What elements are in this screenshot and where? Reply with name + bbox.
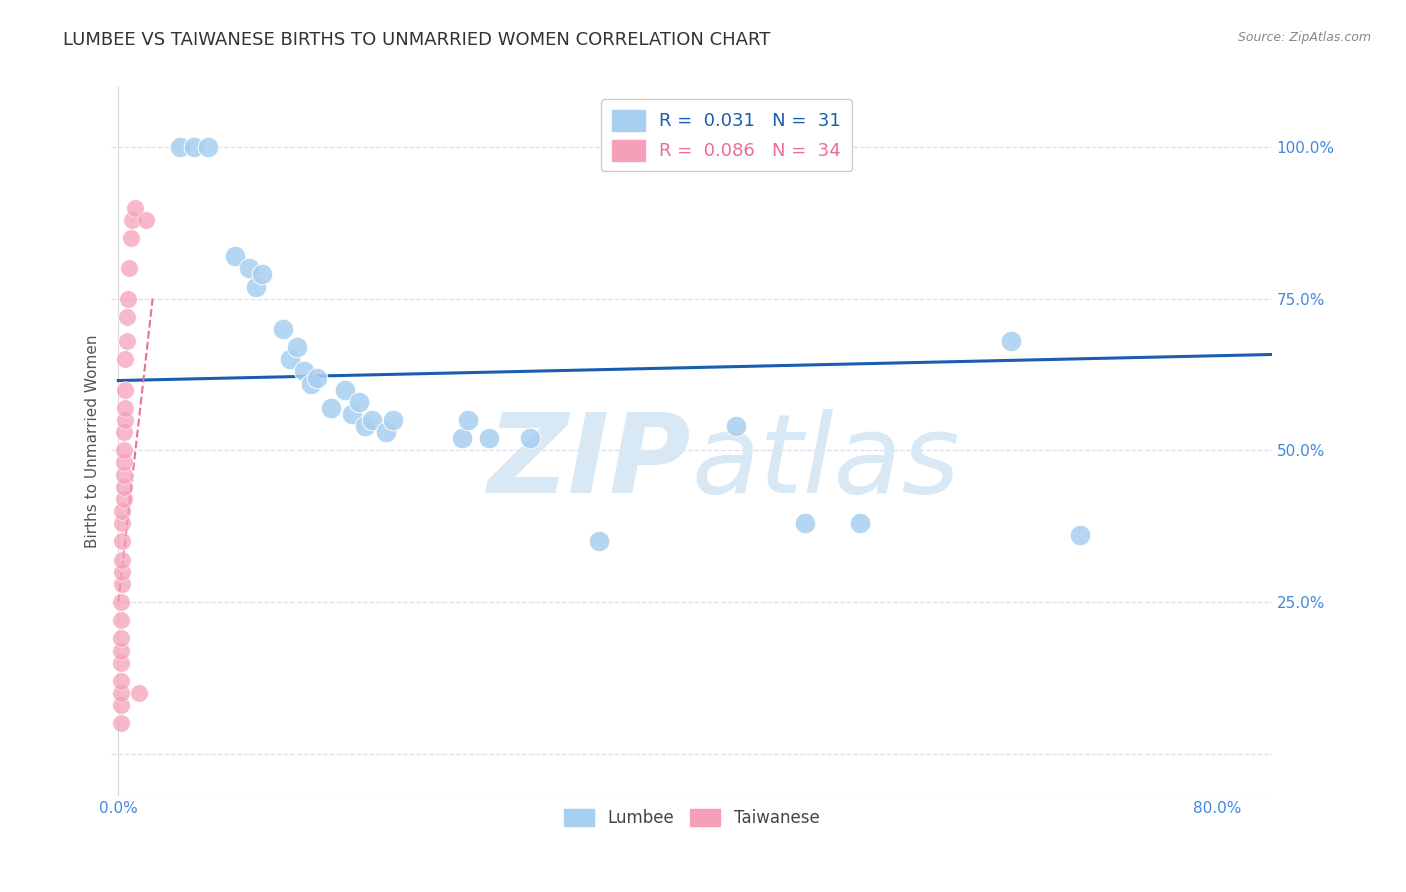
Point xyxy=(112,425,135,439)
Point xyxy=(354,419,377,434)
Point xyxy=(252,268,274,282)
Point xyxy=(1000,334,1022,348)
Point xyxy=(457,413,479,427)
Point xyxy=(135,212,157,227)
Point xyxy=(112,467,135,482)
Point xyxy=(114,413,136,427)
Point xyxy=(381,413,404,427)
Point xyxy=(118,261,141,276)
Point xyxy=(361,413,384,427)
Point xyxy=(111,504,134,518)
Point xyxy=(112,480,135,494)
Text: LUMBEE VS TAIWANESE BIRTHS TO UNMARRIED WOMEN CORRELATION CHART: LUMBEE VS TAIWANESE BIRTHS TO UNMARRIED … xyxy=(63,31,770,49)
Point xyxy=(111,565,134,579)
Point xyxy=(588,534,610,549)
Point xyxy=(307,370,329,384)
Point xyxy=(519,431,541,445)
Point xyxy=(183,140,205,154)
Point xyxy=(115,334,138,348)
Point xyxy=(169,140,191,154)
Point xyxy=(114,401,136,415)
Text: ZIP: ZIP xyxy=(488,409,692,516)
Point xyxy=(299,376,322,391)
Point xyxy=(110,613,132,627)
Legend: Lumbee, Taiwanese: Lumbee, Taiwanese xyxy=(557,803,827,834)
Point xyxy=(110,698,132,712)
Point xyxy=(110,656,132,670)
Point xyxy=(128,686,150,700)
Point xyxy=(110,686,132,700)
Point xyxy=(114,383,136,397)
Point xyxy=(478,431,501,445)
Point xyxy=(285,340,308,354)
Point xyxy=(111,534,134,549)
Point xyxy=(111,516,134,530)
Point xyxy=(124,201,146,215)
Point xyxy=(278,352,301,367)
Point xyxy=(110,643,132,657)
Point xyxy=(111,576,134,591)
Point xyxy=(450,431,472,445)
Point xyxy=(849,516,872,530)
Point xyxy=(245,279,267,293)
Point xyxy=(197,140,219,154)
Point xyxy=(110,673,132,688)
Point xyxy=(224,249,246,263)
Point xyxy=(1069,528,1091,542)
Point xyxy=(112,491,135,506)
Point xyxy=(112,455,135,469)
Point xyxy=(114,352,136,367)
Text: Source: ZipAtlas.com: Source: ZipAtlas.com xyxy=(1237,31,1371,45)
Point xyxy=(794,516,817,530)
Point xyxy=(111,552,134,566)
Point xyxy=(333,383,356,397)
Point xyxy=(120,231,142,245)
Point xyxy=(117,292,139,306)
Point xyxy=(340,407,363,421)
Point xyxy=(725,419,748,434)
Point xyxy=(110,632,132,646)
Point xyxy=(110,595,132,609)
Text: atlas: atlas xyxy=(692,409,960,516)
Point xyxy=(112,443,135,458)
Point xyxy=(238,261,260,276)
Point xyxy=(375,425,398,439)
Point xyxy=(115,310,138,324)
Point xyxy=(110,716,132,731)
Point xyxy=(121,212,143,227)
Point xyxy=(271,322,294,336)
Point xyxy=(292,364,315,378)
Point xyxy=(321,401,343,415)
Point xyxy=(347,394,370,409)
Y-axis label: Births to Unmarried Women: Births to Unmarried Women xyxy=(86,334,100,548)
